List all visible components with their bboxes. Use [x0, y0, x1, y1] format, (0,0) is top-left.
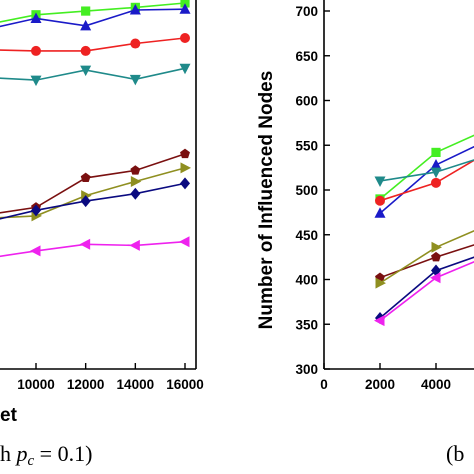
y-tick-label: 400	[295, 273, 318, 288]
series-line	[0, 2, 186, 23]
triangle-right-marker	[375, 277, 386, 289]
triangle-up-marker	[374, 207, 386, 218]
right-panel: 300 350 400 450 500 550 600 650 700 0 2000 4000 Nu…	[256, 0, 474, 466]
pentagon-marker	[80, 172, 91, 183]
series-triangle-left	[374, 261, 474, 327]
right-plot-area	[374, 134, 474, 327]
triangle-down-marker	[129, 74, 141, 86]
series-diamond	[0, 177, 190, 220]
left-panel: 10000 12000 14000 16000 et h pc = 0.1)	[0, 0, 204, 469]
left-caption: h pc = 0.1)	[0, 441, 92, 469]
series-line	[379, 261, 474, 322]
left-plot-area	[0, 0, 191, 258]
right-y-ticks: 300 350 400 450 500 550 600 650 700	[295, 4, 330, 377]
triangle-left-marker	[430, 272, 441, 284]
pentagon-marker	[130, 165, 141, 175]
triangle-right-marker	[130, 176, 142, 188]
series-diamond	[375, 256, 474, 324]
triangle-left-marker	[129, 239, 140, 251]
series-triangle-left	[0, 236, 190, 258]
right-caption: (b	[446, 441, 464, 466]
series-pentagon	[0, 148, 190, 214]
y-tick-label: 450	[295, 228, 318, 243]
triangle-down-marker	[179, 63, 191, 75]
y-tick-label: 700	[295, 4, 318, 19]
left-x-axis-label: et	[0, 405, 18, 426]
series-line	[379, 159, 474, 202]
series-line	[0, 153, 186, 214]
circle-marker	[130, 38, 141, 49]
triangle-left-marker	[79, 238, 91, 250]
triangle-up-marker	[30, 12, 42, 23]
x-tick-label: 0	[320, 377, 328, 392]
x-tick-label: 2000	[365, 377, 395, 392]
series-line	[0, 240, 186, 258]
diamond-marker	[80, 195, 91, 208]
series-square	[375, 134, 474, 204]
y-tick-label: 500	[295, 183, 318, 198]
x-tick-label: 4000	[421, 377, 451, 392]
series-triangle-right	[375, 230, 474, 289]
square-marker	[81, 6, 91, 16]
series-line	[379, 159, 474, 182]
x-tick-label: 12000	[67, 377, 105, 392]
right-y-axis-label: Number of Influenced Nodes	[256, 71, 277, 330]
y-tick-label: 600	[295, 94, 318, 109]
series-line	[0, 37, 186, 52]
x-tick-label: 16000	[166, 377, 204, 392]
x-tick-label: 14000	[117, 377, 155, 392]
circle-marker	[431, 177, 441, 188]
series-triangle-up	[0, 3, 191, 31]
left-x-ticks: 10000 12000 14000 16000	[17, 363, 204, 392]
triangle-down-marker	[374, 176, 386, 188]
square-marker	[431, 147, 441, 158]
triangle-up-marker	[430, 158, 442, 170]
triangle-right-marker	[180, 162, 191, 174]
triangle-up-marker	[80, 19, 92, 31]
circle-marker	[375, 195, 385, 206]
series-line	[379, 145, 474, 214]
triangle-left-marker	[30, 245, 41, 257]
series-triangle-right	[0, 162, 191, 222]
series-line	[379, 230, 474, 284]
right-x-ticks: 0 2000 4000	[320, 363, 451, 392]
series-line	[379, 134, 474, 200]
series-square	[0, 0, 190, 23]
series-circle	[0, 33, 190, 56]
y-tick-label: 650	[295, 49, 318, 64]
x-tick-label: 10000	[17, 377, 55, 392]
series-line	[0, 8, 186, 28]
series-line	[379, 244, 474, 279]
y-tick-label: 550	[295, 138, 318, 153]
triangle-left-marker	[179, 236, 190, 248]
circle-marker	[31, 45, 41, 56]
triangle-left-marker	[374, 315, 385, 327]
y-tick-label: 300	[295, 362, 318, 377]
pentagon-marker	[180, 148, 190, 159]
series-triangle-up	[374, 145, 474, 218]
diamond-marker	[180, 177, 190, 190]
y-tick-label: 350	[295, 317, 318, 332]
diamond-marker	[31, 204, 41, 217]
triangle-up-marker	[179, 3, 191, 14]
triangle-down-marker	[30, 75, 42, 87]
series-line	[0, 167, 186, 219]
series-triangle-down	[374, 159, 474, 188]
series-line	[0, 67, 186, 81]
diamond-marker	[130, 187, 141, 200]
triangle-right-marker	[431, 241, 442, 253]
triangle-down-marker	[80, 65, 92, 77]
triangle-up-marker	[129, 3, 141, 15]
circle-marker	[180, 33, 190, 44]
circle-marker	[80, 45, 91, 56]
series-triangle-down	[0, 63, 191, 87]
pentagon-marker	[431, 251, 441, 262]
triangle-down-marker	[430, 167, 442, 179]
series-pentagon	[375, 244, 474, 282]
